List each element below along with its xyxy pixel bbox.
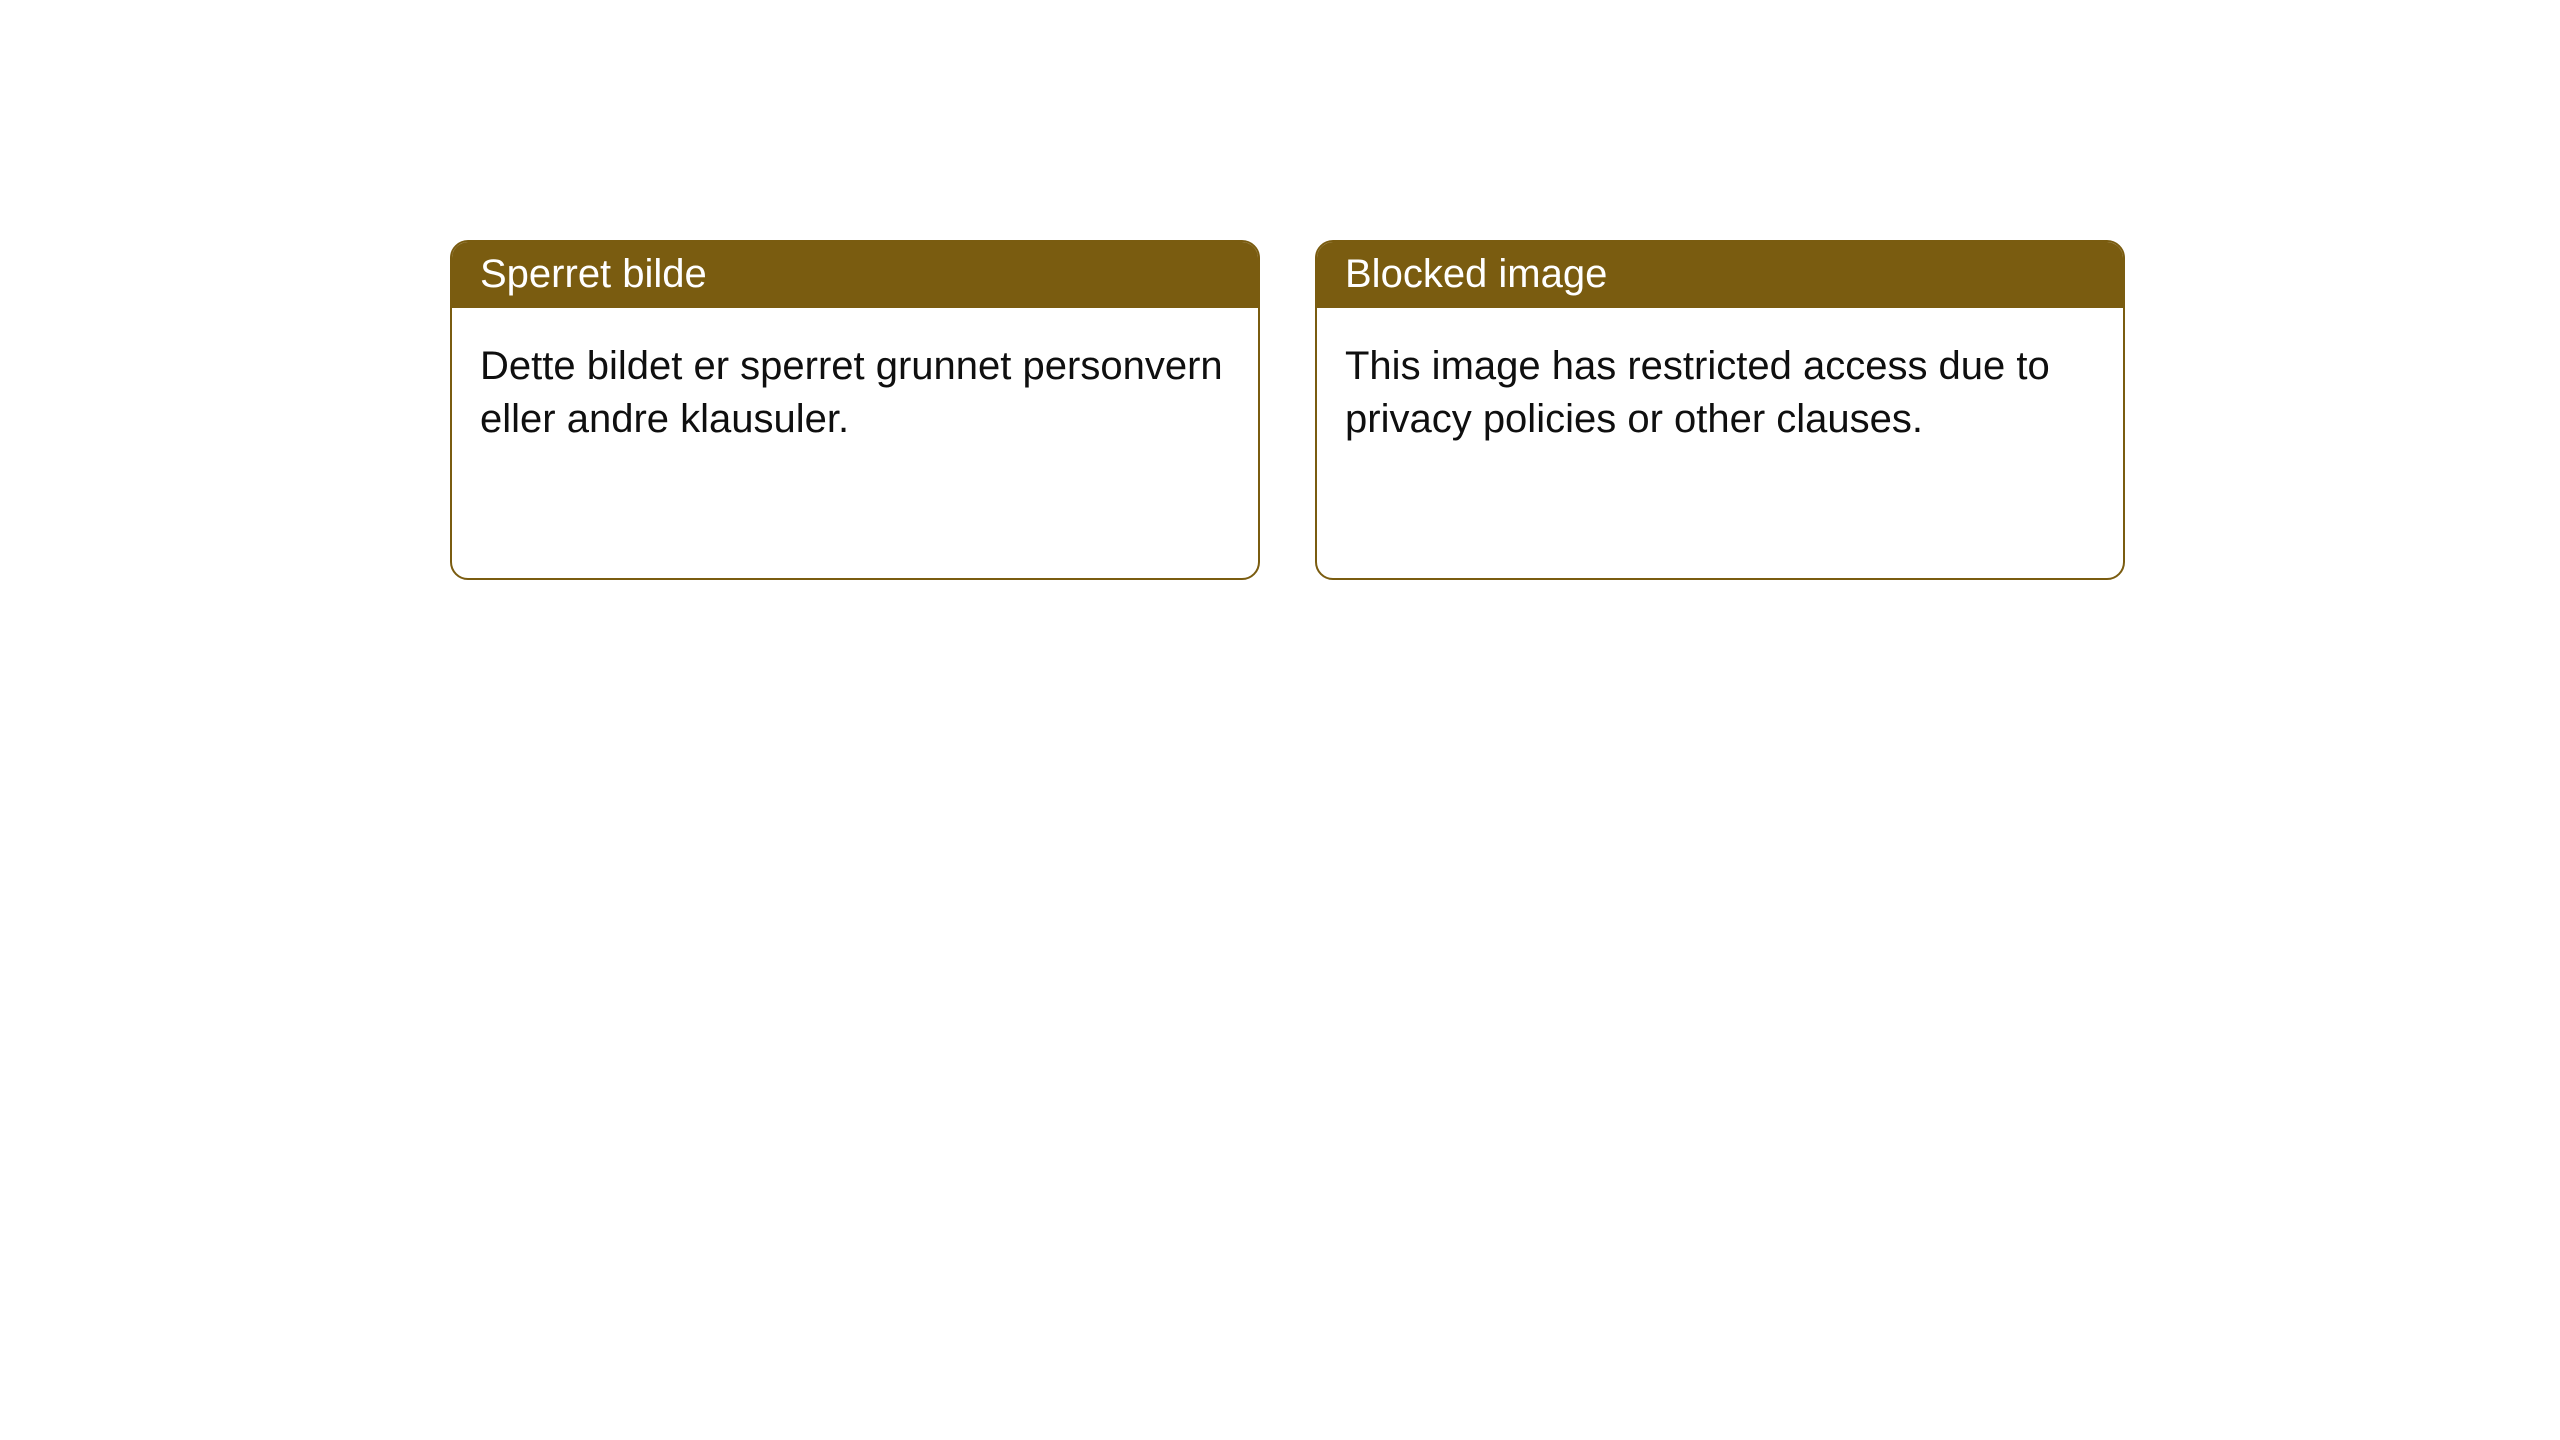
notice-container: Sperret bilde Dette bildet er sperret gr…	[450, 240, 2125, 580]
notice-card-no: Sperret bilde Dette bildet er sperret gr…	[450, 240, 1260, 580]
notice-card-body-en: This image has restricted access due to …	[1317, 308, 2123, 478]
notice-card-body-no: Dette bildet er sperret grunnet personve…	[452, 308, 1258, 478]
notice-card-title-no: Sperret bilde	[452, 242, 1258, 308]
notice-card-title-en: Blocked image	[1317, 242, 2123, 308]
notice-card-en: Blocked image This image has restricted …	[1315, 240, 2125, 580]
